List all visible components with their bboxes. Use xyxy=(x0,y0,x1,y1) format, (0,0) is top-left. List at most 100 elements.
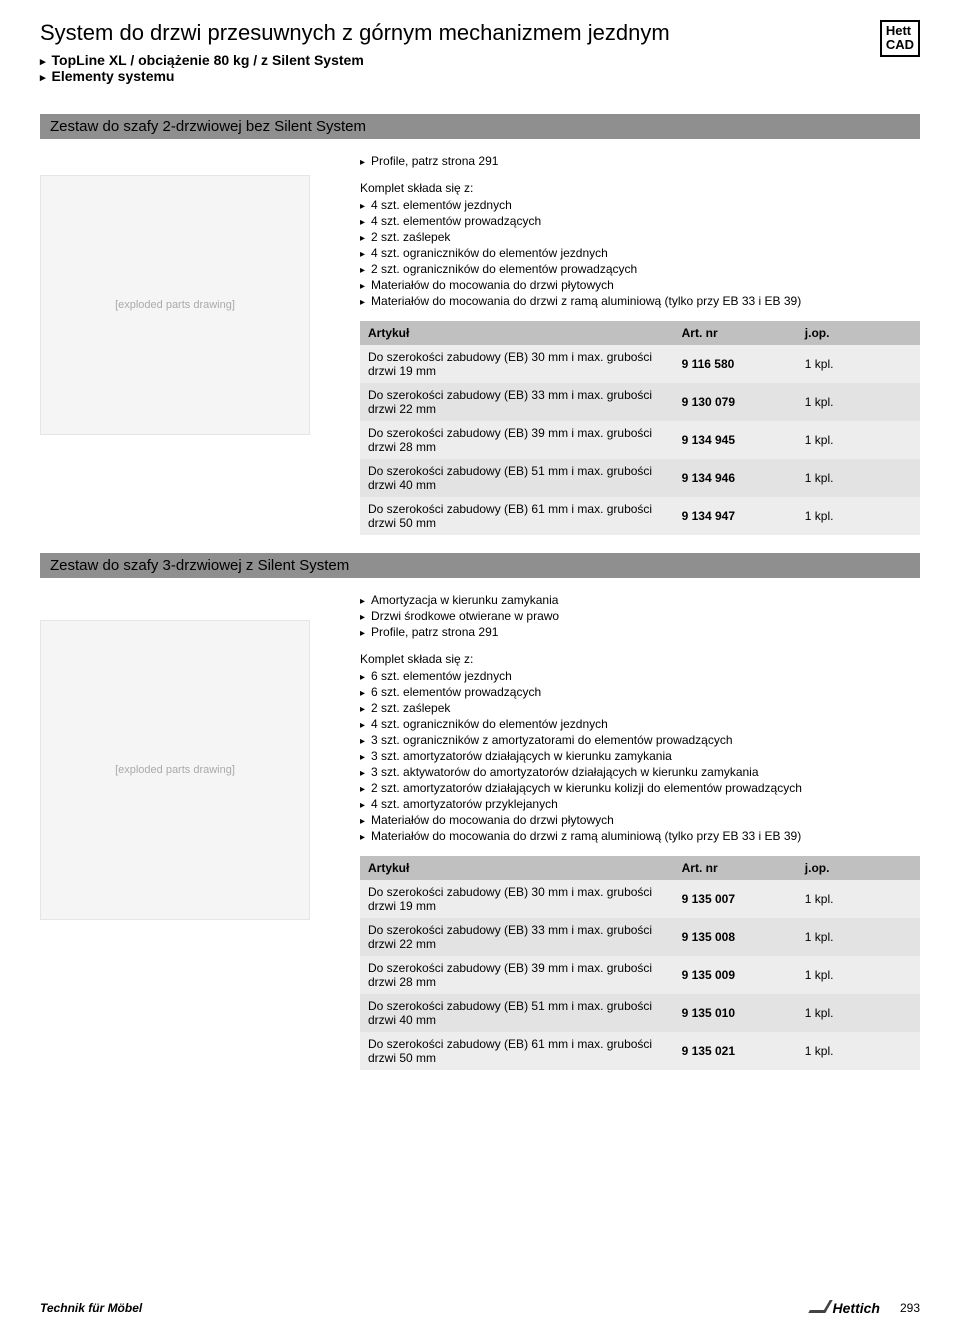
cell-artnr: 9 134 947 xyxy=(674,497,797,535)
list-item: 2 szt. amortyzatorów działających w kier… xyxy=(360,780,920,796)
col-header-jop: j.op. xyxy=(797,856,920,880)
list-item: 2 szt. zaślepek xyxy=(360,229,920,245)
section2-komplet-list: 6 szt. elementów jezdnych6 szt. elementó… xyxy=(360,668,920,844)
list-item: Materiałów do mocowania do drzwi płytowy… xyxy=(360,812,920,828)
section2-intro: Amortyzacja w kierunku zamykaniaDrzwi śr… xyxy=(360,592,920,640)
col-header-jop: j.op. xyxy=(797,321,920,345)
list-item: Drzwi środkowe otwierane w prawo xyxy=(360,608,920,624)
section1-intro: Profile, patrz strona 291 xyxy=(360,153,920,169)
list-item: Materiałów do mocowania do drzwi z ramą … xyxy=(360,828,920,844)
list-item: 3 szt. amortyzatorów działających w kier… xyxy=(360,748,920,764)
section1-intro-list: Profile, patrz strona 291 xyxy=(360,153,920,169)
komplet-label-2: Komplet składa się z: xyxy=(360,652,920,666)
komplet-label-1: Komplet składa się z: xyxy=(360,181,920,195)
cell-artnr: 9 134 945 xyxy=(674,421,797,459)
section2-table: Artykuł Art. nr j.op. Do szerokości zabu… xyxy=(360,856,920,1070)
section1-table-wrap: Artykuł Art. nr j.op. Do szerokości zabu… xyxy=(360,321,920,535)
header-left: System do drzwi przesuwnych z górnym mec… xyxy=(40,20,880,84)
section2-bar: Zestaw do szafy 3-drzwiowej z Silent Sys… xyxy=(40,553,920,578)
badge-line2: CAD xyxy=(886,37,914,52)
list-item: 2 szt. ograniczników do elementów prowad… xyxy=(360,261,920,277)
hett-cad-badge: Hett CAD xyxy=(880,20,920,57)
table-row: Do szerokości zabudowy (EB) 61 mm i max.… xyxy=(360,1032,920,1070)
table-header-row: Artykuł Art. nr j.op. xyxy=(360,321,920,345)
list-item: Profile, patrz strona 291 xyxy=(360,153,920,169)
list-item: Materiałów do mocowania do drzwi płytowy… xyxy=(360,277,920,293)
list-item: 4 szt. elementów prowadzących xyxy=(360,213,920,229)
table-row: Do szerokości zabudowy (EB) 51 mm i max.… xyxy=(360,459,920,497)
list-item: 2 szt. zaślepek xyxy=(360,700,920,716)
cell-jop: 1 kpl. xyxy=(797,1032,920,1070)
page-header: System do drzwi przesuwnych z górnym mec… xyxy=(40,20,920,84)
table-row: Do szerokości zabudowy (EB) 51 mm i max.… xyxy=(360,994,920,1032)
footer-right: Hettich 293 xyxy=(812,1300,920,1316)
cell-artnr: 9 116 580 xyxy=(674,345,797,383)
page-subtitle-2: Elementy systemu xyxy=(40,68,880,84)
cell-artnr: 9 135 007 xyxy=(674,880,797,918)
list-item: 6 szt. elementów jezdnych xyxy=(360,668,920,684)
table-row: Do szerokości zabudowy (EB) 30 mm i max.… xyxy=(360,345,920,383)
page-subtitle-1: TopLine XL / obciążenie 80 kg / z Silent… xyxy=(40,52,880,68)
col-header-artnr: Art. nr xyxy=(674,856,797,880)
col-header-artykul: Artykuł xyxy=(360,321,674,345)
cell-artnr: 9 135 021 xyxy=(674,1032,797,1070)
cell-artnr: 9 134 946 xyxy=(674,459,797,497)
cell-artykul: Do szerokości zabudowy (EB) 39 mm i max.… xyxy=(360,956,674,994)
section1-komplet-list: 4 szt. elementów jezdnych4 szt. elementó… xyxy=(360,197,920,309)
list-item: 6 szt. elementów prowadzących xyxy=(360,684,920,700)
table-row: Do szerokości zabudowy (EB) 61 mm i max.… xyxy=(360,497,920,535)
cell-jop: 1 kpl. xyxy=(797,918,920,956)
table-row: Do szerokości zabudowy (EB) 30 mm i max.… xyxy=(360,880,920,918)
cell-artnr: 9 130 079 xyxy=(674,383,797,421)
section1-komplet: Komplet składa się z: 4 szt. elementów j… xyxy=(360,181,920,309)
cell-jop: 1 kpl. xyxy=(797,345,920,383)
hettich-logo: Hettich xyxy=(812,1300,880,1316)
cell-artykul: Do szerokości zabudowy (EB) 51 mm i max.… xyxy=(360,459,674,497)
cell-artykul: Do szerokości zabudowy (EB) 30 mm i max.… xyxy=(360,345,674,383)
table-row: Do szerokości zabudowy (EB) 39 mm i max.… xyxy=(360,421,920,459)
page-footer: Technik für Möbel Hettich 293 xyxy=(40,1300,920,1316)
cell-artykul: Do szerokości zabudowy (EB) 61 mm i max.… xyxy=(360,497,674,535)
cell-artnr: 9 135 010 xyxy=(674,994,797,1032)
cell-jop: 1 kpl. xyxy=(797,497,920,535)
table-row: Do szerokości zabudowy (EB) 39 mm i max.… xyxy=(360,956,920,994)
list-item: 4 szt. amortyzatorów przyklejanych xyxy=(360,796,920,812)
section1-bar: Zestaw do szafy 2-drzwiowej bez Silent S… xyxy=(40,114,920,139)
cell-jop: 1 kpl. xyxy=(797,459,920,497)
list-item: Profile, patrz strona 291 xyxy=(360,624,920,640)
section1-image: [exploded parts drawing] xyxy=(40,175,310,435)
cell-jop: 1 kpl. xyxy=(797,994,920,1032)
cell-artykul: Do szerokości zabudowy (EB) 61 mm i max.… xyxy=(360,1032,674,1070)
section2-table-wrap: Artykuł Art. nr j.op. Do szerokości zabu… xyxy=(360,856,920,1070)
list-item: Amortyzacja w kierunku zamykania xyxy=(360,592,920,608)
cell-artykul: Do szerokości zabudowy (EB) 51 mm i max.… xyxy=(360,994,674,1032)
footer-left: Technik für Möbel xyxy=(40,1301,142,1315)
list-item: 4 szt. elementów jezdnych xyxy=(360,197,920,213)
table-row: Do szerokości zabudowy (EB) 33 mm i max.… xyxy=(360,918,920,956)
cell-artykul: Do szerokości zabudowy (EB) 39 mm i max.… xyxy=(360,421,674,459)
list-item: 4 szt. ograniczników do elementów jezdny… xyxy=(360,716,920,732)
list-item: 4 szt. ograniczników do elementów jezdny… xyxy=(360,245,920,261)
page-number: 293 xyxy=(900,1301,920,1315)
cell-jop: 1 kpl. xyxy=(797,956,920,994)
table-header-row: Artykuł Art. nr j.op. xyxy=(360,856,920,880)
col-header-artykul: Artykuł xyxy=(360,856,674,880)
cell-artnr: 9 135 008 xyxy=(674,918,797,956)
cell-artykul: Do szerokości zabudowy (EB) 30 mm i max.… xyxy=(360,880,674,918)
section2-intro-list: Amortyzacja w kierunku zamykaniaDrzwi śr… xyxy=(360,592,920,640)
cell-jop: 1 kpl. xyxy=(797,383,920,421)
cell-artykul: Do szerokości zabudowy (EB) 33 mm i max.… xyxy=(360,383,674,421)
list-item: 3 szt. aktywatorów do amortyzatorów dzia… xyxy=(360,764,920,780)
cell-artykul: Do szerokości zabudowy (EB) 33 mm i max.… xyxy=(360,918,674,956)
section2-komplet: Komplet składa się z: 6 szt. elementów j… xyxy=(360,652,920,844)
list-item: Materiałów do mocowania do drzwi z ramą … xyxy=(360,293,920,309)
table-row: Do szerokości zabudowy (EB) 33 mm i max.… xyxy=(360,383,920,421)
list-item: 3 szt. ograniczników z amortyzatorami do… xyxy=(360,732,920,748)
section1-table: Artykuł Art. nr j.op. Do szerokości zabu… xyxy=(360,321,920,535)
col-header-artnr: Art. nr xyxy=(674,321,797,345)
cell-artnr: 9 135 009 xyxy=(674,956,797,994)
cell-jop: 1 kpl. xyxy=(797,880,920,918)
section2-image: [exploded parts drawing] xyxy=(40,620,310,920)
badge-line1: Hett xyxy=(886,23,911,38)
page-title: System do drzwi przesuwnych z górnym mec… xyxy=(40,20,880,46)
